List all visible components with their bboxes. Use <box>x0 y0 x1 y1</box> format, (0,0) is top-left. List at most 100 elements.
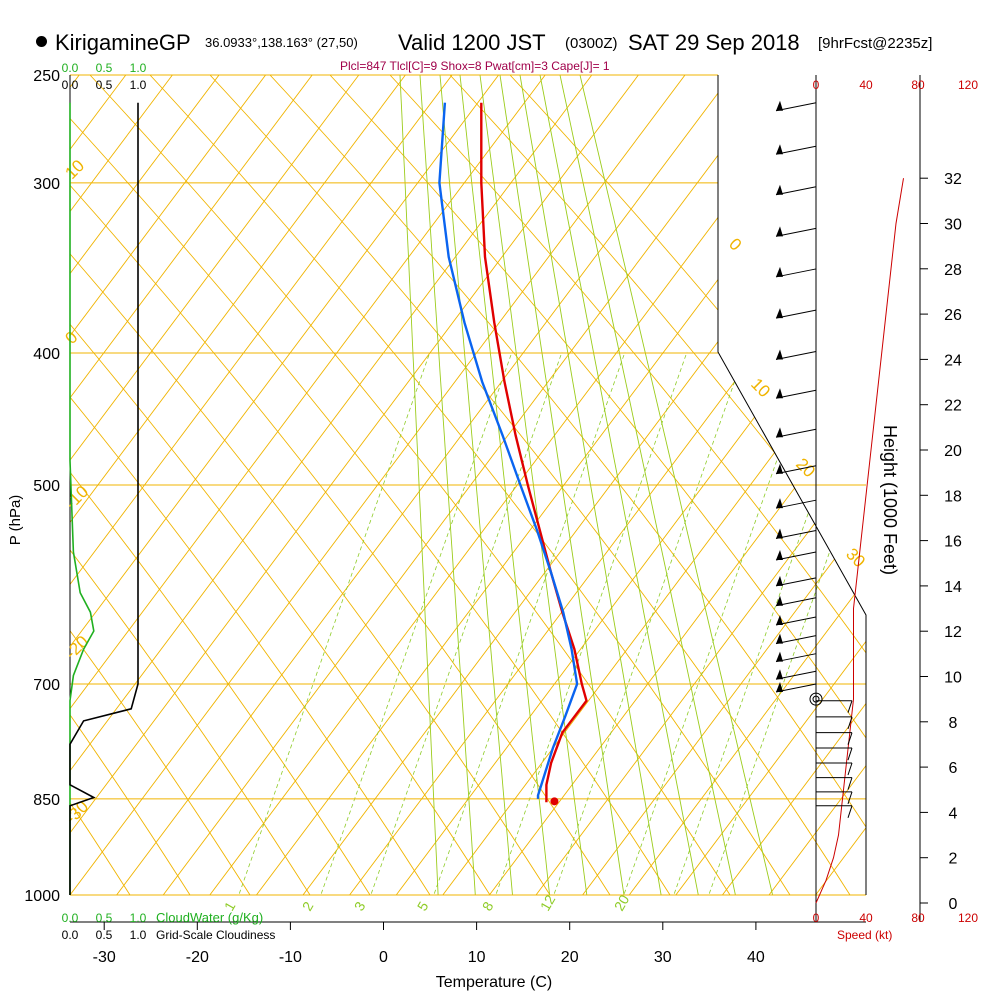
wind-barb-flag <box>776 184 783 195</box>
wind-barb <box>775 670 817 680</box>
background-lines <box>0 74 866 896</box>
wind-barb-feather <box>847 716 853 730</box>
dry-adiabat-label: 10 <box>747 374 774 401</box>
dry-adiabat-line <box>70 75 311 895</box>
height-tick-label: 28 <box>944 262 962 279</box>
y-axis-label: P (hPa) <box>7 495 24 546</box>
isotherm-line <box>582 75 866 895</box>
isotherm-line <box>675 75 866 895</box>
valid-time-utc: (0300Z) <box>565 35 618 52</box>
cloudiness-line <box>69 102 139 895</box>
speed-bottom-tick: 80 <box>911 911 925 925</box>
pressure-tick-label: 250 <box>33 68 60 85</box>
cloudwater-top-tick: 0.5 <box>96 61 113 75</box>
cloudiness-top-tick: 0.5 <box>96 78 113 92</box>
wind-barb-flag <box>776 682 783 693</box>
mixing-ratio-label: 8 <box>479 899 497 914</box>
speed-top-tick: 80 <box>911 78 925 92</box>
dry-adiabat-label: 10 <box>61 156 88 183</box>
speed-bottom-tick: 40 <box>859 911 873 925</box>
wind-barb-flag <box>776 651 783 662</box>
wind-barb-feather <box>847 732 853 745</box>
mixing-ratio-line <box>486 351 688 895</box>
moist-adiabat-line <box>439 75 517 895</box>
height-tick-label: 6 <box>949 760 958 777</box>
wind-barb-feather <box>847 747 853 761</box>
mixing-ratio-line <box>424 351 626 895</box>
moist-adiabat-line <box>479 75 593 895</box>
sounding-profiles <box>69 102 588 895</box>
mixing-ratio-line <box>229 351 431 895</box>
stability-indices: Plcl=847 Tlcl[C]=9 Shox=8 Pwat[cm]=3 Cap… <box>340 59 610 73</box>
cloudwater-bottom-tick: 0.0 <box>62 911 79 925</box>
labels: Temperature (C) P (hPa) CloudWater (g/Kg… <box>7 425 900 991</box>
wind-barb <box>775 551 817 561</box>
cloudwater-bottom-tick: 1.0 <box>130 911 147 925</box>
wind-barb-feather <box>847 791 853 805</box>
cloudiness-bottom-tick: 1.0 <box>130 928 147 942</box>
height-tick-label: 26 <box>944 307 962 324</box>
dry-adiabat-line <box>70 75 251 895</box>
dry-adiabat-label: -10 <box>61 482 92 513</box>
dry-adiabat-label: -30 <box>61 797 92 828</box>
wind-panel: 0040408080120120024681012141618202224262… <box>775 75 978 925</box>
wind-barb <box>775 428 817 438</box>
pressure-tick-label: 500 <box>33 478 60 495</box>
moist-adiabat-line <box>519 75 669 895</box>
mixing-ratio-line <box>699 351 866 895</box>
dry-adiabat-line <box>0 75 10 895</box>
mixing-ratio-line <box>311 351 513 895</box>
wind-barb-flag <box>776 669 783 680</box>
mixing-ratio-label: 5 <box>414 899 432 914</box>
moist-adiabat-line <box>499 75 631 895</box>
wind-barb-flag <box>776 349 783 360</box>
height-tick-label: 10 <box>944 670 962 687</box>
mixing-ratio-label: 20 <box>611 892 633 914</box>
pressure-tick-label: 1000 <box>24 888 60 905</box>
station-coords: 36.0933°,138.163° (27,50) <box>205 35 358 50</box>
mixing-ratio-line <box>614 351 816 895</box>
height-tick-label: 2 <box>949 851 958 868</box>
wind-barb <box>775 186 817 196</box>
wind-speed-line <box>815 178 904 904</box>
isotherm-line <box>0 75 33 895</box>
dry-adiabat-label: 0 <box>725 234 745 254</box>
mixing-ratio-line <box>544 351 746 895</box>
wind-barb <box>775 227 817 237</box>
wind-barb-flag <box>776 226 783 237</box>
wind-barb-flag <box>776 308 783 319</box>
mixing-ratio-label: 12 <box>537 892 559 914</box>
wind-barb <box>775 102 817 112</box>
speed-bottom-tick: 0 <box>813 911 820 925</box>
x-tick-label: 30 <box>654 949 672 966</box>
wind-barb-flag <box>776 633 783 644</box>
wind-barb <box>775 635 817 645</box>
height-tick-label: 0 <box>949 896 958 913</box>
wind-barb <box>775 351 817 361</box>
mixing-ratio-line <box>664 351 866 895</box>
wind-barb <box>775 616 817 626</box>
height-tick-label: 8 <box>949 715 958 732</box>
pressure-tick-label: 700 <box>33 677 60 694</box>
moist-adiabat-line <box>539 75 707 895</box>
height-tick-label: 32 <box>944 171 962 188</box>
valid-time: Valid 1200 JST <box>398 30 546 55</box>
height-tick-label: 4 <box>949 805 958 822</box>
cloudiness-bottom-tick: 0.5 <box>96 928 113 942</box>
header: KirigamineGP 36.0933°,138.163° (27,50) V… <box>0 0 1000 73</box>
mixing-ratio-label: 3 <box>351 899 369 914</box>
wind-barb-flag <box>776 266 783 277</box>
wind-barb <box>775 683 817 693</box>
height-tick-label: 12 <box>944 624 962 641</box>
mixing-ratio-line <box>361 351 563 895</box>
wind-barb <box>775 309 817 319</box>
wind-barb <box>775 499 817 509</box>
isotherm-line <box>70 75 220 895</box>
wind-barb-flag <box>776 550 783 561</box>
wind-barb <box>775 268 817 278</box>
wind-barb <box>775 530 817 540</box>
speed-top-tick: 0 <box>813 78 820 92</box>
surface-height-marker <box>809 692 823 706</box>
x-tick-label: -10 <box>279 949 302 966</box>
